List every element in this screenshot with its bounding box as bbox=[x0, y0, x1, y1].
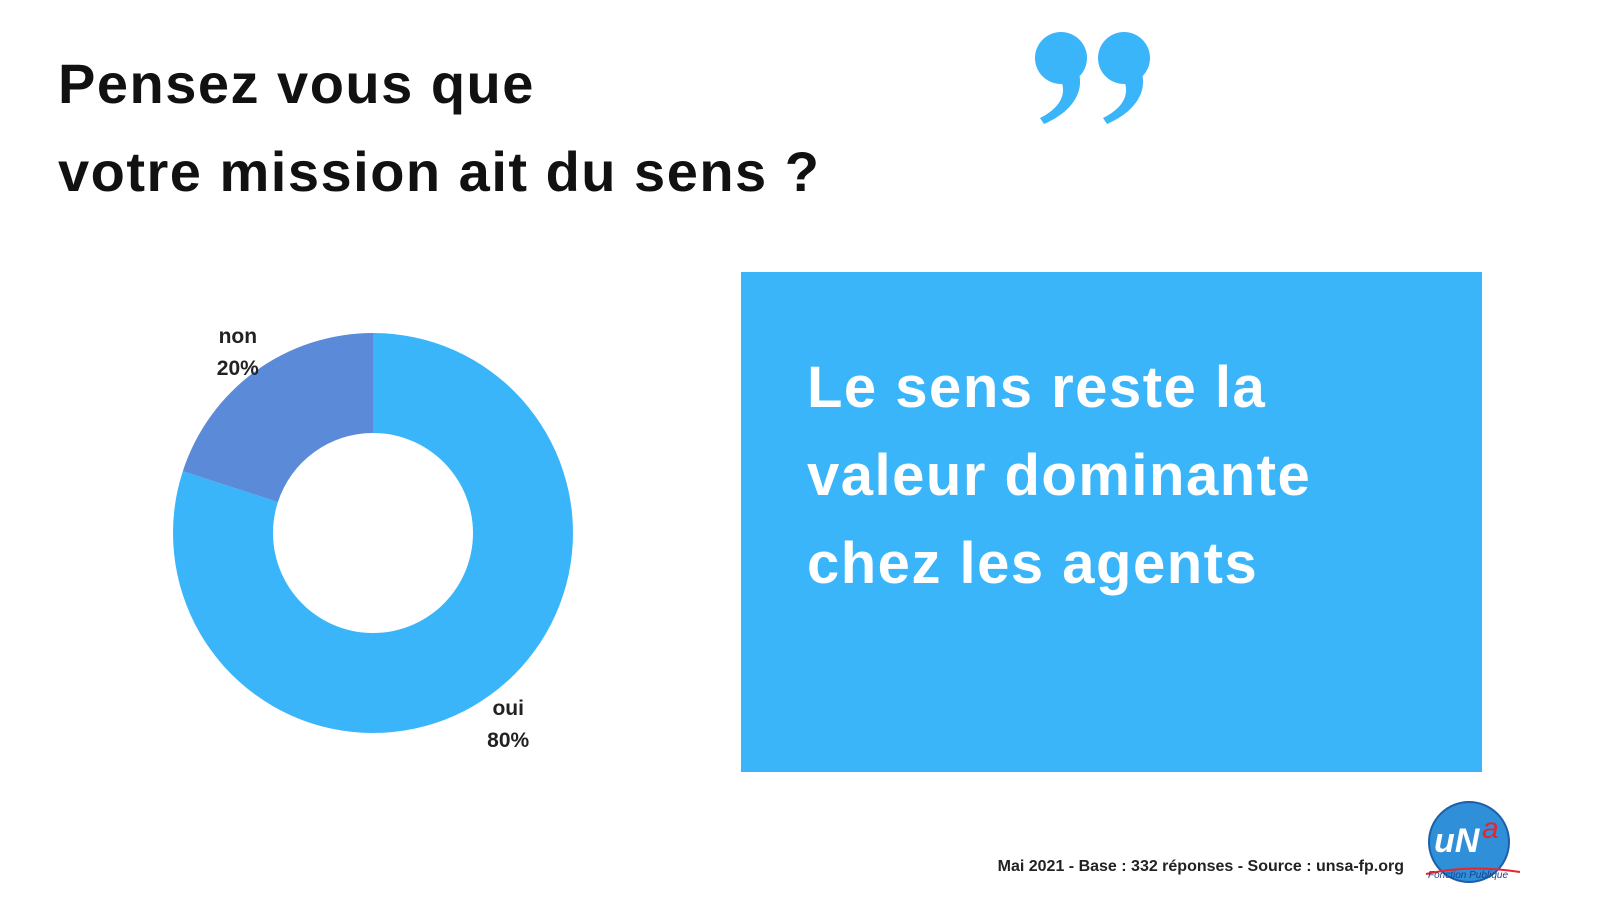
title-line-1: Pensez vous que bbox=[58, 52, 535, 115]
callout-text: Le sens reste la valeur dominante chez l… bbox=[807, 344, 1311, 608]
source-footer: Mai 2021 - Base : 332 réponses - Source … bbox=[997, 858, 1404, 875]
unsa-logo: uN a Fonction Publique bbox=[1425, 801, 1521, 883]
title-line-2: votre mission ait du sens ? bbox=[58, 140, 821, 203]
callout-box: Le sens reste la valeur dominante chez l… bbox=[741, 272, 1482, 772]
logo-subtitle: Fonction Publique bbox=[1428, 870, 1508, 881]
page-title: Pensez vous que votre mission ait du sen… bbox=[58, 40, 820, 216]
donut-chart: oui 80% non 20% bbox=[172, 325, 573, 752]
callout-line-3: chez les agents bbox=[807, 531, 1259, 596]
callout-line-2: valeur dominante bbox=[807, 443, 1312, 508]
svg-text:uN: uN bbox=[1434, 822, 1481, 860]
closing-quote-icon bbox=[1035, 32, 1150, 124]
donut-slice-non bbox=[182, 333, 373, 503]
slice-label-oui: oui bbox=[492, 697, 524, 720]
slice-value-non: 20% bbox=[217, 357, 259, 380]
slice-label-non: non bbox=[219, 325, 257, 348]
callout-line-1: Le sens reste la bbox=[807, 355, 1267, 420]
svg-text:a: a bbox=[1482, 812, 1499, 845]
slice-value-oui: 80% bbox=[487, 729, 529, 752]
donut-slice-oui bbox=[172, 333, 573, 733]
